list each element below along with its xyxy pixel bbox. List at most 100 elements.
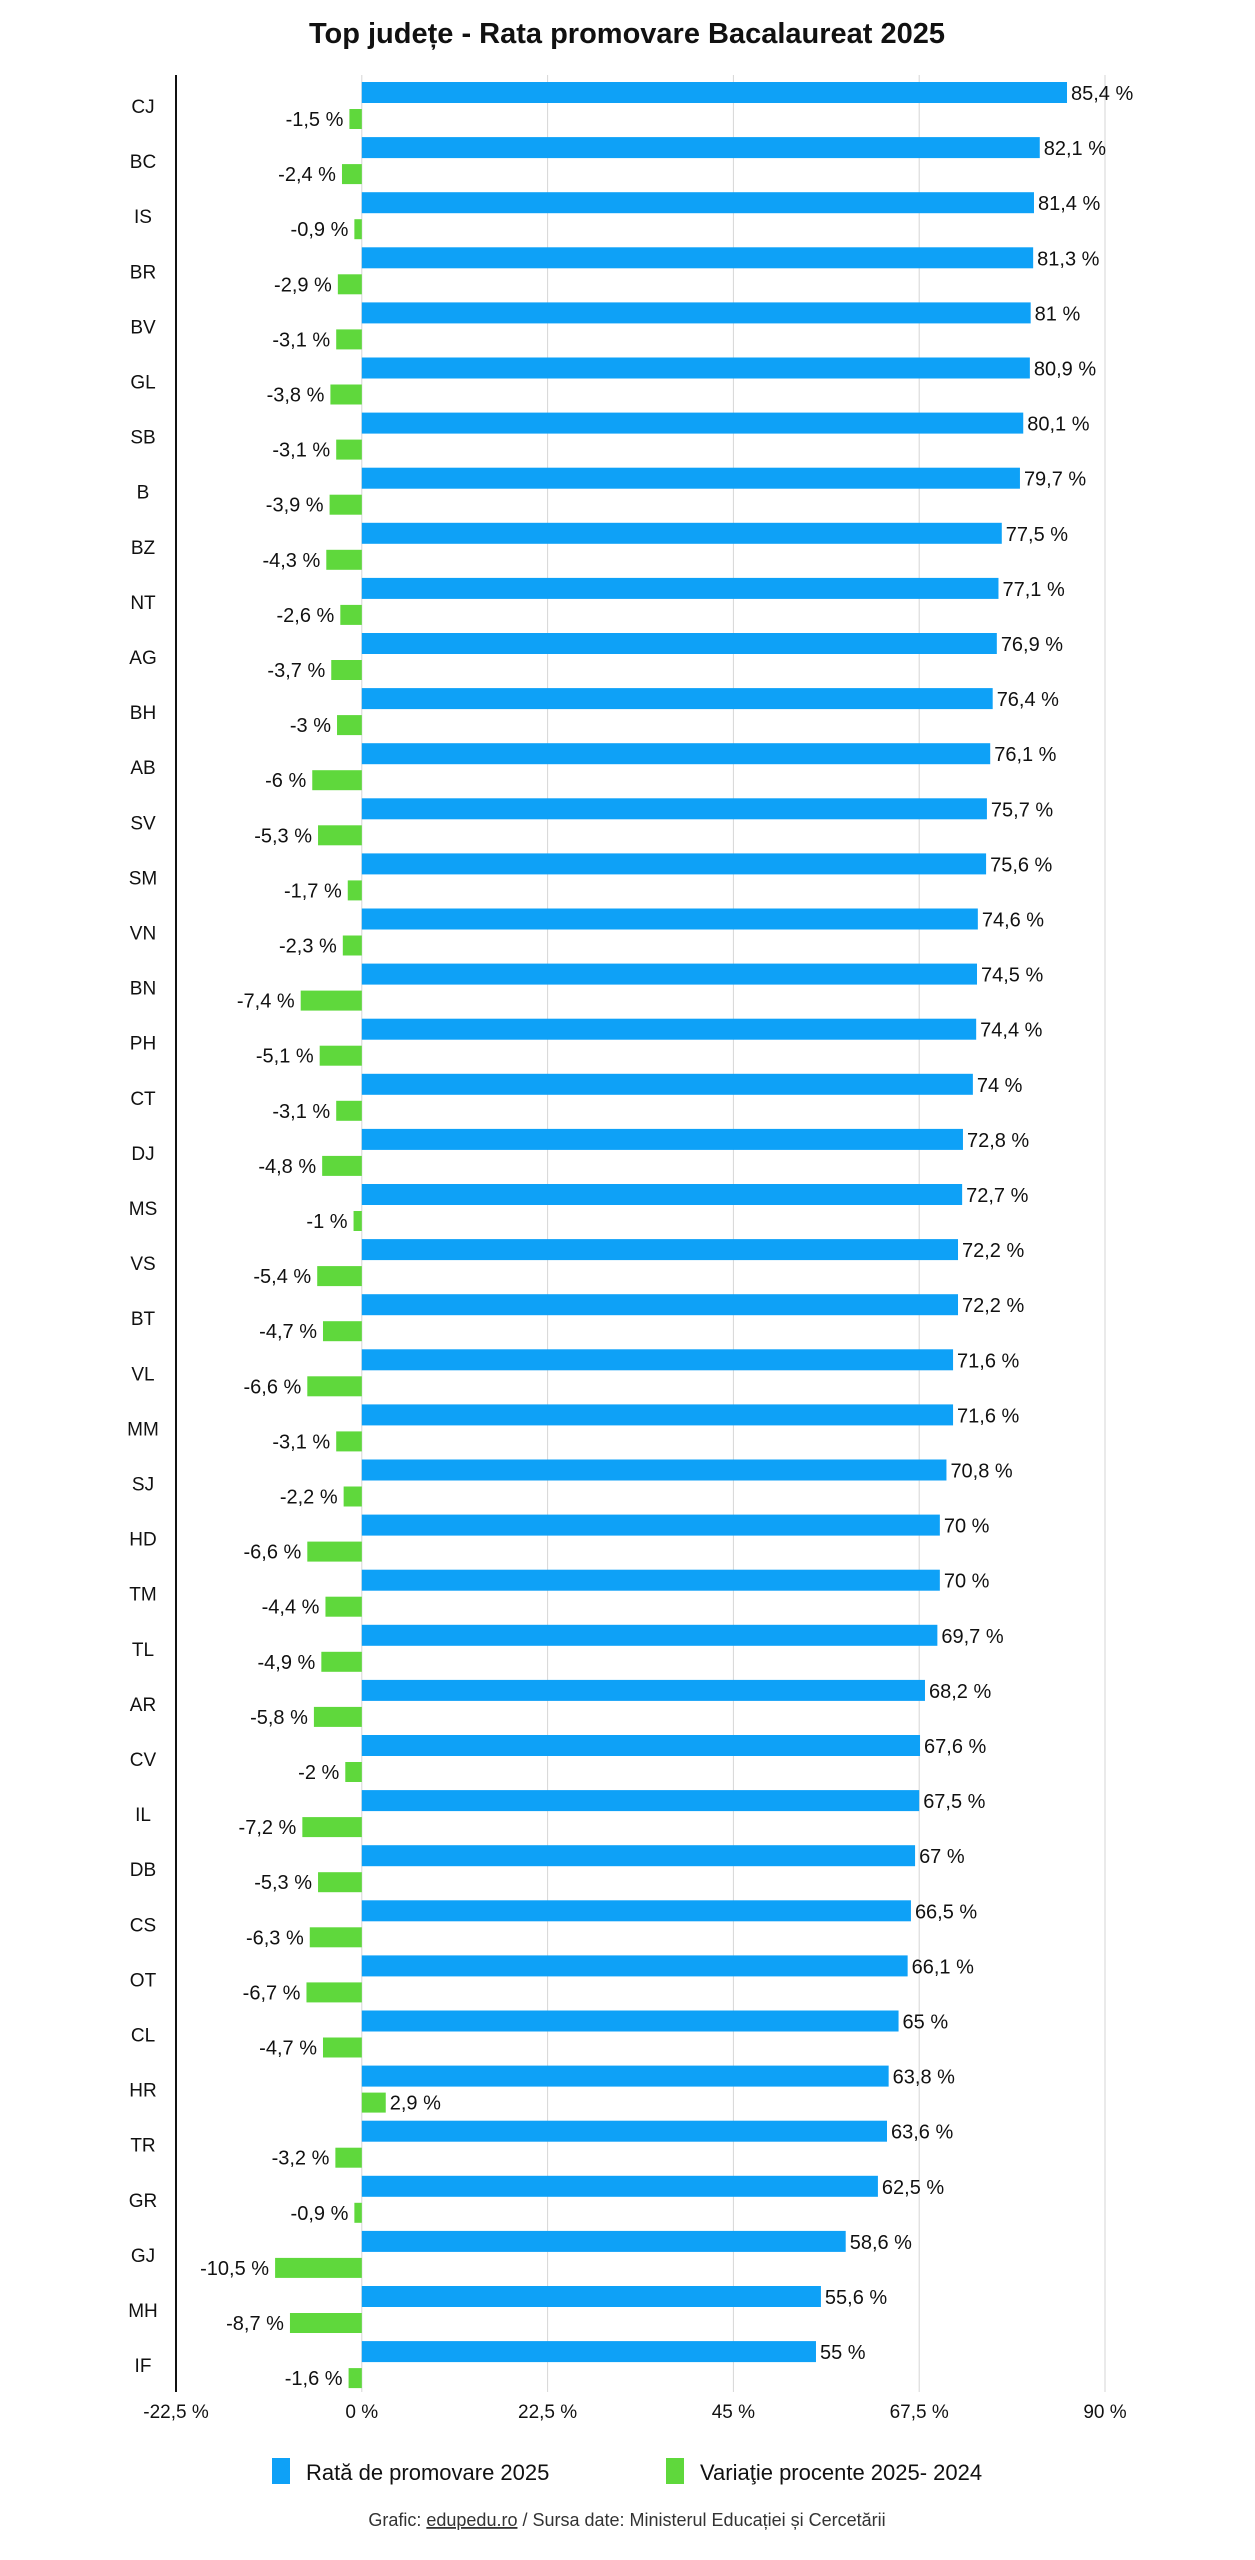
bar-rate-label: 80,9 % [1034, 359, 1096, 381]
bar-variation-label: -4,9 % [258, 1652, 316, 1674]
category-label: CJ [131, 97, 154, 118]
bar-rate-label: 71,6 % [957, 1350, 1019, 1372]
bar-rate [361, 2286, 821, 2307]
bar-variation-label: -8,7 % [226, 2313, 284, 2335]
bar-variation [336, 329, 362, 350]
bar-rate-label: 62,5 % [882, 2177, 944, 2199]
bar-rate [361, 2230, 846, 2252]
bar-variation-label: 2,9 % [390, 2093, 441, 2115]
footer-link[interactable]: edupedu.ro [426, 2510, 517, 2530]
bar-rate-label: 66,5 % [915, 1901, 977, 1923]
bar-variation [318, 825, 362, 846]
bar-rate-label: 81,3 % [1037, 248, 1099, 270]
bar-variation-label: -4,3 % [262, 550, 320, 572]
bar-rate-label: 81 % [1035, 303, 1081, 325]
bar-variation-label: -4,4 % [262, 1597, 320, 1619]
category-label: CV [130, 1750, 157, 1771]
bar-rate [361, 1624, 938, 1646]
bar-rate [361, 1073, 973, 1095]
bars: CJ 85,4 % -1,5 % BC 82,1 % -2,4 % IS 81,4 % -0,9… [127, 82, 1133, 2390]
bar-rate [361, 1735, 921, 1756]
bar-variation [347, 880, 362, 901]
bar-group: GR 62,5 % -0,9 % [129, 2175, 944, 2225]
bar-variation-label: -2 % [298, 1762, 339, 1784]
bar-variation-label: -6,7 % [243, 1982, 301, 2004]
bar-rate-label: 72,2 % [962, 1240, 1024, 1262]
bar-variation [317, 1266, 362, 1287]
bar-variation-label: -5,8 % [250, 1707, 308, 1729]
bar-group: HR 63,8 % 2,9 % [129, 2065, 955, 2115]
bar-rate [361, 1018, 977, 1040]
bar-rate [361, 2341, 816, 2363]
bar-variation [354, 219, 362, 240]
bar-variation [312, 770, 362, 791]
bar-group: BT 72,2 % -4,7 % [131, 1294, 1024, 1343]
bar-rate [361, 1679, 925, 1701]
category-label: BR [130, 262, 156, 283]
bar-rate-label: 63,6 % [891, 2122, 953, 2144]
bar-group: MH 55,6 % -8,7 % [128, 2286, 887, 2335]
bar-variation-label: -6 % [265, 770, 306, 792]
bar-variation [321, 1651, 362, 1672]
bar-group: AB 76,1 % -6 % [130, 743, 1057, 792]
footer-credit: Grafic: edupedu.ro / Sursa date: Ministe… [368, 2510, 885, 2530]
bar-variation [309, 1927, 362, 1948]
bar-variation-label: -3,1 % [272, 1431, 330, 1453]
category-label: GR [129, 2191, 158, 2212]
category-label: SV [130, 813, 156, 834]
bar-variation-label: -3,1 % [272, 329, 330, 351]
bar-rate [361, 1404, 954, 1426]
category-label: AG [129, 648, 156, 669]
category-label: TR [130, 2136, 155, 2157]
bar-variation [322, 2037, 362, 2058]
bar-group: TM 70 % -4,4 % [129, 1569, 990, 1619]
bar-rate [361, 82, 1068, 103]
bar-rate-label: 67,6 % [924, 1736, 986, 1758]
bar-variation [313, 1706, 362, 1727]
bar-variation-label: -4,7 % [259, 1321, 317, 1343]
bar-variation [326, 549, 362, 570]
bar-rate [361, 853, 987, 875]
bar-variation [306, 1982, 362, 2003]
bar-variation-label: -5,3 % [254, 825, 312, 847]
bar-variation-label: -3,1 % [272, 440, 330, 462]
bar-group: TL 69,7 % -4,9 % [132, 1624, 1004, 1674]
bar-group: TR 63,6 % -3,2 % [130, 2120, 953, 2170]
bar-variation [325, 1596, 362, 1617]
category-label: MS [129, 1199, 158, 1220]
bar-rate [361, 1239, 959, 1261]
bar-group: SB 80,1 % -3,1 % [130, 412, 1090, 462]
category-label: SB [130, 428, 155, 449]
bar-rate [361, 302, 1031, 324]
bar-variation [340, 604, 362, 625]
category-label: SM [129, 868, 158, 889]
bar-variation-label: -6,6 % [243, 1542, 301, 1564]
category-label: TL [132, 1640, 154, 1661]
category-label: BV [130, 317, 156, 338]
bar-group: IL 67,5 % -7,2 % [135, 1790, 986, 1839]
category-label: HR [129, 2081, 156, 2102]
bar-variation-label: -2,4 % [278, 164, 336, 186]
bar-rate [361, 1184, 963, 1205]
category-label: MM [127, 1419, 159, 1440]
category-label: SJ [132, 1475, 154, 1496]
bar-rate-label: 77,1 % [1002, 579, 1064, 601]
category-label: BZ [131, 538, 156, 559]
bar-rate-label: 85,4 % [1071, 83, 1133, 105]
bar-variation-label: -1,5 % [286, 109, 344, 131]
bar-rate-label: 80,1 % [1027, 414, 1089, 436]
category-label: IS [134, 207, 152, 228]
bar-rate-label: 65 % [903, 2012, 949, 2034]
bar-group: NT 77,1 % -2,6 % [130, 577, 1065, 627]
bar-variation [349, 109, 362, 129]
category-label: NT [130, 593, 156, 614]
bar-rate [361, 2120, 887, 2142]
bar-rate-label: 74,4 % [980, 1020, 1042, 1042]
bar-group: SM 75,6 % -1,7 % [129, 853, 1053, 902]
bar-rate [361, 1569, 940, 1591]
bar-rate [361, 1955, 908, 1977]
bar-variation [343, 1486, 362, 1507]
bar-variation [336, 439, 362, 460]
x-axis-ticks: -22,5 % 0 % 22,5 % 45 % 67,5 % 90 % [143, 2402, 1126, 2423]
x-tick-label: 45 % [712, 2402, 755, 2423]
